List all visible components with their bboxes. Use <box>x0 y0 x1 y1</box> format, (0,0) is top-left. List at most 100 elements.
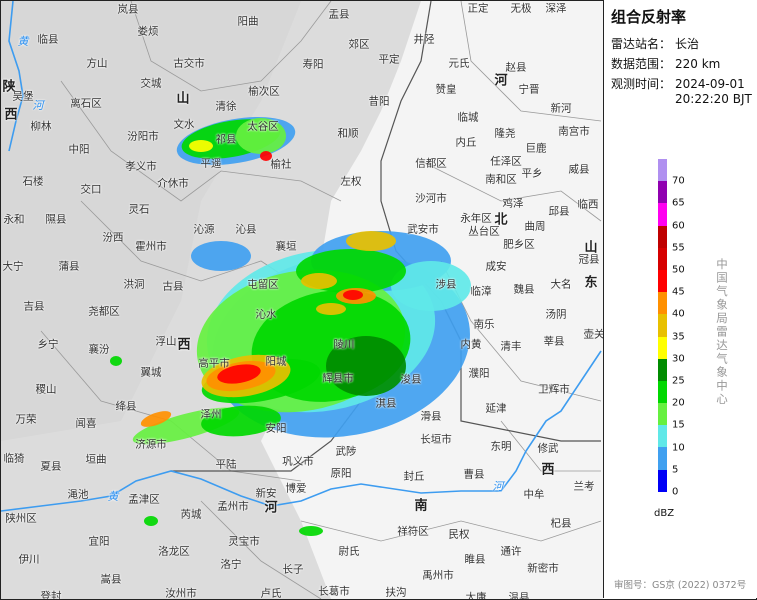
place-label: 滑县 <box>420 410 442 423</box>
province-label: 北 <box>494 212 508 228</box>
radar-echo <box>260 151 272 161</box>
place-label: 左权 <box>340 175 362 188</box>
color-bar-segment <box>658 225 667 248</box>
radar-echo <box>316 303 346 315</box>
place-label: 吴堡 <box>12 90 34 103</box>
place-label: 济源市 <box>135 438 167 451</box>
place-label: 深泽 <box>545 2 567 15</box>
place-label: 浚县 <box>400 373 422 386</box>
province-label: 西 <box>541 462 555 478</box>
place-label: 博爱 <box>285 482 307 495</box>
place-label: 平遥 <box>200 157 222 170</box>
place-label: 南宫市 <box>558 125 590 138</box>
color-bar-tick: 55 <box>672 242 685 254</box>
yellow-river-line <box>1 350 602 512</box>
place-label: 长葛市 <box>318 585 350 598</box>
place-label: 清徐 <box>215 100 237 113</box>
place-label: 蒲县 <box>58 260 80 273</box>
radar-echo <box>189 140 213 152</box>
place-label: 万荣 <box>15 413 37 426</box>
place-label: 陕州区 <box>5 512 37 525</box>
place-label: 太谷区 <box>247 120 279 133</box>
place-label: 襄垣 <box>275 240 297 253</box>
color-bar-segment <box>658 292 667 315</box>
range-value: 220 km <box>675 57 721 71</box>
place-label: 交城 <box>140 77 162 90</box>
place-label: 嵩县 <box>100 573 122 586</box>
place-label: 岚县 <box>117 3 139 16</box>
place-label: 临猗 <box>3 452 25 465</box>
place-label: 赞皇 <box>435 83 457 96</box>
place-label: 洪洞 <box>123 278 145 291</box>
place-label: 禹州市 <box>422 569 454 582</box>
place-label: 平乡 <box>521 167 543 180</box>
radar-map[interactable]: 山西陕西河北山东河南西黄河黄河岚县 临县 娄烦 阳曲 方山 古交市 交城 清徐 榆次区 离石区 柳林… <box>1 1 603 599</box>
place-label: 寿阳 <box>302 58 324 71</box>
place-label: 吉县 <box>23 300 45 313</box>
place-label: 曲周 <box>524 220 546 233</box>
map-canvas <box>1 1 603 599</box>
place-label: 赵县 <box>505 61 527 74</box>
place-label: 夏县 <box>40 460 62 473</box>
river-label: 河 <box>32 99 44 112</box>
place-label: 丛台区 <box>468 225 500 238</box>
color-bar-segment <box>658 269 667 293</box>
color-bar-tick: 50 <box>672 264 685 276</box>
place-label: 石楼 <box>22 175 44 188</box>
river-label: 黄 <box>17 35 29 48</box>
place-label: 和顺 <box>337 127 359 140</box>
place-label: 方山 <box>86 57 108 70</box>
radar-echo <box>110 356 122 366</box>
place-label: 昔阳 <box>368 95 390 108</box>
place-label: 交口 <box>80 183 102 196</box>
province-label: 山 <box>176 91 190 107</box>
county-boundary <box>500 420 601 472</box>
radar-echo <box>236 118 286 154</box>
province-label: 陕 <box>2 79 16 95</box>
place-label: 乡宁 <box>37 338 59 351</box>
place-label: 邱县 <box>548 205 570 218</box>
place-label: 莘县 <box>543 335 565 348</box>
place-label: 正定 <box>467 2 489 15</box>
place-label: 修武 <box>537 442 559 455</box>
place-label: 洛宁 <box>220 558 242 571</box>
range-row: 数据范围： 220 km <box>611 55 720 72</box>
place-label: 延津 <box>485 402 507 415</box>
color-bar <box>658 159 667 492</box>
approval-number: 审图号：GS京 (2022) 0372号 <box>614 580 747 591</box>
info-panel: 组合反射率 雷达站名： 长治 数据范围： 220 km 观测时间： 2024-09-0… <box>603 0 757 598</box>
radar-echo <box>144 516 158 526</box>
radar-echo <box>391 261 471 311</box>
place-label: 永年区 <box>460 212 492 225</box>
place-label: 平陆 <box>215 458 237 471</box>
place-label: 临漳 <box>470 285 492 298</box>
place-label: 阳曲 <box>237 15 259 28</box>
place-label: 祥符区 <box>397 525 429 538</box>
color-bar-tick: 70 <box>672 175 685 187</box>
province-label: 南 <box>414 498 428 514</box>
province-label: 西 <box>4 107 18 123</box>
color-bar-tick: 30 <box>672 353 685 365</box>
color-bar-tick: 15 <box>672 419 685 431</box>
place-label: 孝义市 <box>125 160 157 173</box>
place-label: 温县 <box>508 591 530 600</box>
county-boundary <box>130 1 332 92</box>
place-label: 娄烦 <box>137 25 159 38</box>
river-label: 河 <box>492 480 504 493</box>
color-bar-segment <box>658 380 667 404</box>
place-label: 闻喜 <box>75 417 97 430</box>
place-label: 洛龙区 <box>158 545 190 558</box>
river-label: 黄 <box>107 490 119 503</box>
place-label: 内丘 <box>455 136 477 149</box>
place-label: 肥乡区 <box>503 238 535 251</box>
place-label: 武安市 <box>407 223 439 236</box>
color-bar-tick: 60 <box>672 220 685 232</box>
color-bar-segment <box>658 469 667 492</box>
color-bar-tick: 10 <box>672 442 685 454</box>
place-label: 孟津区 <box>128 493 160 506</box>
place-label: 登封 <box>40 590 62 600</box>
province-label: 山 <box>584 240 598 256</box>
color-bar-segment <box>658 447 667 470</box>
place-label: 陵川 <box>333 338 355 351</box>
color-bar-segment <box>658 159 667 182</box>
